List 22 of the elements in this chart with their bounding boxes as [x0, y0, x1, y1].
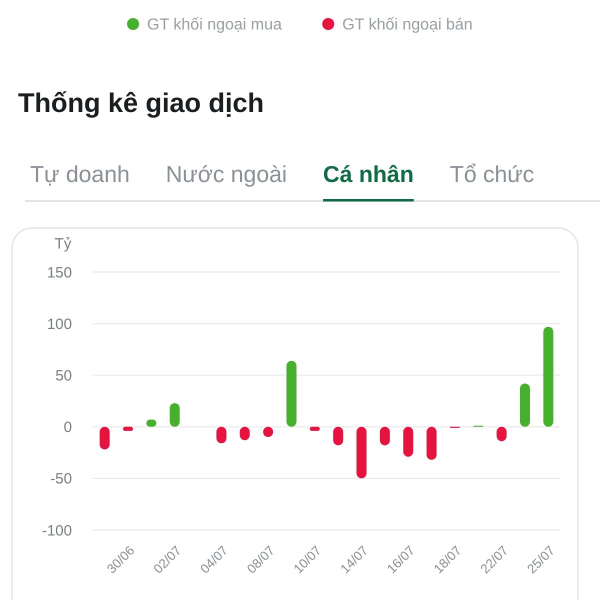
bar	[286, 360, 296, 427]
y-tick-label: 150	[46, 264, 72, 282]
legend-label: GT khối ngoại bán	[342, 16, 473, 34]
y-tick-label: 100	[46, 316, 72, 333]
bar	[520, 383, 530, 427]
bar	[426, 426, 437, 460]
bar	[356, 426, 367, 478]
text: Tổ chức	[450, 161, 534, 187]
text: Tự doanh	[30, 161, 130, 187]
y-tick-label: 50	[55, 367, 72, 384]
legend-label: GT khối ngoại mua	[147, 16, 282, 34]
chart-title: Thống kê giao dịch	[18, 88, 264, 118]
bar	[543, 326, 554, 427]
y-tick-label: -50	[50, 470, 72, 488]
text: Cá nhân	[323, 161, 414, 187]
y-axis-title: Tỷ	[54, 235, 72, 252]
y-tick-label: 0	[64, 419, 72, 436]
y-tick-label: -100	[42, 522, 72, 540]
text: Nước ngoài	[166, 161, 288, 187]
bar	[170, 403, 180, 427]
bar	[403, 426, 414, 457]
bar	[100, 426, 110, 450]
